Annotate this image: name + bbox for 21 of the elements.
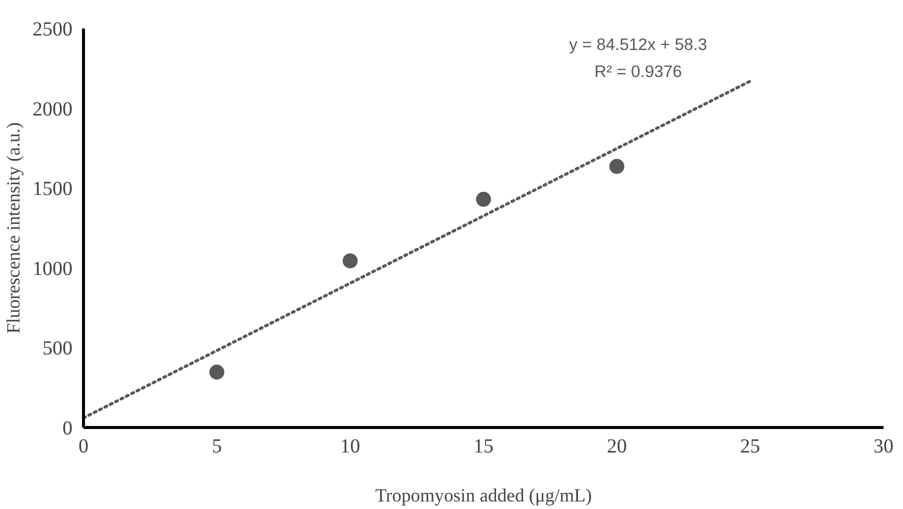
y-tick-label: 500 — [42, 338, 72, 360]
point — [476, 192, 491, 207]
y-axis-title: Fluorescence intensity (a.u.) — [4, 122, 24, 334]
x-tick-label: 25 — [740, 436, 760, 458]
x-axis-title: Tropomyosin added (μg/mL) — [375, 486, 592, 506]
x-tick-label: 5 — [212, 436, 222, 458]
point — [609, 158, 624, 174]
annotation: R² = 0.9376 — [594, 62, 682, 82]
x-tick-label: 15 — [474, 436, 494, 458]
y-tick-label: 0 — [62, 418, 72, 440]
y-tick-label: 2000 — [32, 98, 72, 120]
x-tick-label: 10 — [340, 436, 360, 458]
y-tick-label: 1000 — [32, 258, 72, 280]
y-tick-label: 2500 — [32, 18, 72, 40]
point — [209, 364, 224, 380]
point — [342, 253, 358, 268]
x-tick-label: 30 — [874, 436, 894, 458]
y-tick-label: 1500 — [32, 178, 72, 200]
annotation: y = 84.512x + 58.3 — [569, 34, 708, 54]
x-tick-label: 20 — [606, 436, 627, 458]
x-tick-label: 0 — [78, 436, 88, 458]
